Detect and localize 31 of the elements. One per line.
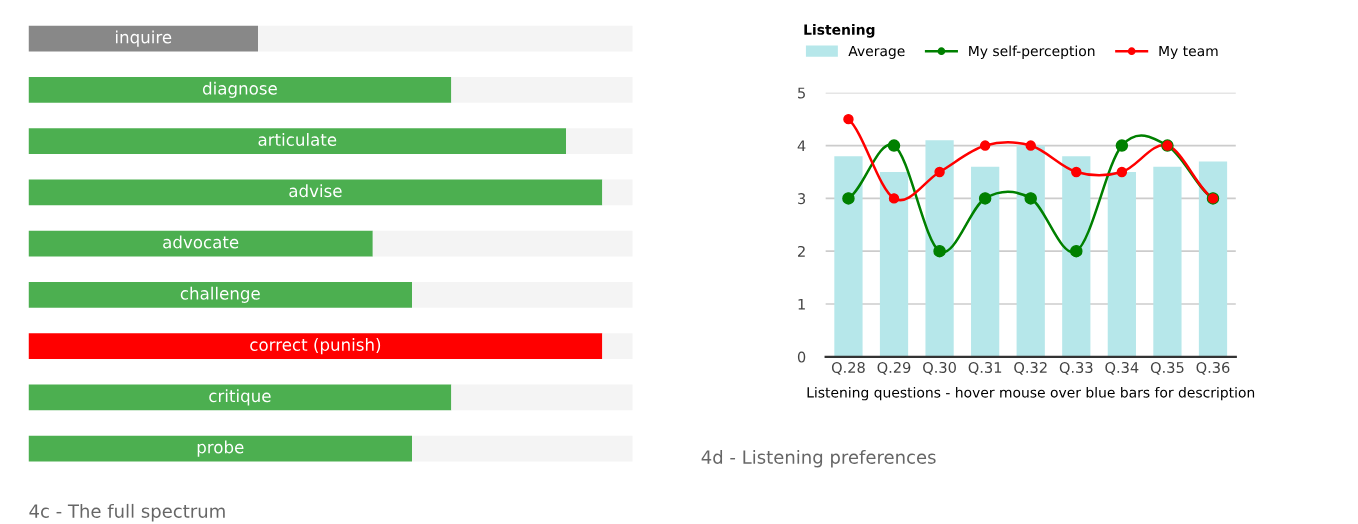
y-tick-label: 0 [797, 351, 806, 363]
y-tick-label: probe [197, 440, 244, 457]
text: 4c - The full spectrum [29, 503, 225, 522]
y-tick-label: advocate [163, 235, 239, 249]
x-tick-label: Q.34 [1105, 361, 1139, 375]
x-axis-title: Listening questions - hover mouse over blue bars for description [807, 386, 1255, 401]
y-tick-label: advise [289, 184, 342, 198]
y-tick-label: correct (punish) [250, 338, 381, 355]
legend-label: My team [1159, 45, 1218, 59]
x-tick-label: Q.35 [1150, 361, 1184, 375]
y-tick-label: challenge [180, 286, 260, 303]
x-tick-label: Q.28 [831, 361, 865, 375]
y-tick-label: 1 [798, 298, 805, 310]
y-tick-label: 2 [798, 245, 805, 257]
x-tick-label: Q.29 [877, 361, 911, 375]
text: 4d - Listening preferences [701, 449, 936, 468]
x-tick-label: Q.36 [1196, 361, 1230, 375]
y-tick-label: articulate [258, 133, 337, 146]
chart-title: Listening [804, 24, 875, 38]
legend-label: My self-perception [969, 45, 1095, 59]
x-tick-label: Q.30 [923, 361, 956, 375]
legend-label: Average [848, 45, 905, 59]
y-tick-label: diagnose [202, 81, 277, 98]
y-tick-label: inquire [116, 30, 172, 47]
y-tick-label: critique [209, 389, 271, 406]
x-tick-label: Q.33 [1059, 361, 1093, 375]
x-tick-label: Q.31 [968, 361, 1002, 375]
x-tick-label: Q.32 [1014, 361, 1047, 375]
y-tick-label: 5 [798, 87, 805, 99]
y-tick-label: 4 [797, 140, 806, 152]
y-tick-label: 3 [798, 193, 806, 205]
